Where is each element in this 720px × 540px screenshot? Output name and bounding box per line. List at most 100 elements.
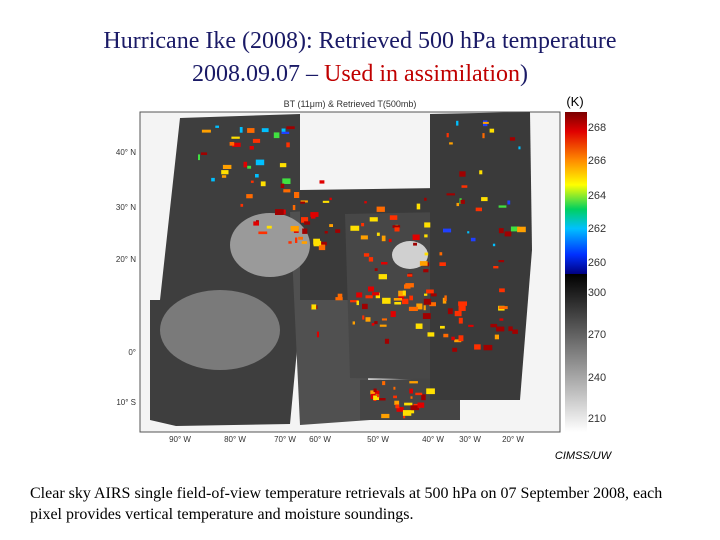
map-title: BT (11μm) & Retrieved T(500mb)	[284, 99, 417, 109]
retrieval-pixel	[253, 221, 259, 226]
retrieval-pixel	[311, 304, 317, 310]
retrieval-pixel	[398, 290, 406, 297]
retrieval-pixel	[416, 303, 423, 310]
retrieval-pixel	[368, 257, 374, 262]
retrieval-pixel	[369, 217, 378, 222]
retrieval-pixel	[498, 306, 508, 310]
retrieval-pixel	[273, 132, 280, 139]
retrieval-pixel	[468, 324, 474, 327]
colorbar-label: 240	[588, 372, 606, 384]
retrieval-pixel	[394, 227, 400, 232]
lat-label: 30° N	[116, 203, 136, 212]
retrieval-pixel	[301, 217, 309, 223]
retrieval-pixel	[310, 212, 319, 217]
retrieval-pixel	[388, 238, 392, 243]
retrieval-pixel	[376, 206, 385, 212]
retrieval-pixel	[458, 305, 466, 311]
retrieval-pixel	[382, 297, 391, 304]
retrieval-pixel	[365, 295, 373, 299]
retrieval-pixel	[407, 274, 413, 277]
lon-label: 80° W	[224, 435, 246, 444]
swath	[430, 112, 532, 400]
retrieval-pixel	[424, 234, 428, 238]
retrieval-pixel	[288, 241, 292, 244]
retrieval-pixel	[417, 402, 425, 408]
retrieval-pixel	[440, 325, 445, 329]
retrieval-pixel	[422, 313, 431, 319]
retrieval-pixel	[258, 231, 268, 235]
retrieval-pixel	[507, 200, 511, 205]
retrieval-pixel	[221, 170, 229, 175]
retrieval-pixel	[430, 293, 437, 297]
colorbar-label: 266	[588, 155, 606, 167]
retrieval-pixel	[201, 129, 211, 133]
hurricane-cloud	[230, 213, 310, 277]
colorbar-unit: (K)	[566, 94, 583, 109]
colorbar-label: 264	[588, 190, 606, 202]
retrieval-pixel	[286, 142, 290, 148]
retrieval-pixel	[370, 390, 378, 395]
retrieval-pixel	[322, 200, 330, 203]
retrieval-pixel	[498, 205, 507, 208]
retrieval-pixel	[363, 253, 370, 257]
retrieval-pixel	[423, 269, 429, 273]
title-line: 2008.09.07 – Used in assimilation)	[0, 61, 720, 88]
retrieval-pixel	[378, 274, 387, 280]
retrieval-pixel	[211, 177, 215, 182]
colorbar-gray	[565, 274, 587, 432]
retrieval-pixel	[231, 136, 240, 139]
retrieval-pixel	[389, 215, 398, 220]
lat-label: 0°	[128, 348, 136, 357]
retrieval-pixel	[255, 159, 265, 166]
retrieval-pixel	[398, 295, 404, 299]
retrieval-pixel	[356, 300, 359, 306]
retrieval-pixel	[198, 154, 200, 161]
retrieval-pixel	[427, 332, 435, 337]
retrieval-pixel	[499, 318, 504, 321]
retrieval-pixel	[295, 237, 298, 243]
retrieval-pixel	[404, 284, 411, 289]
colorbar-label: 262	[588, 223, 606, 235]
retrieval-pixel	[467, 231, 470, 234]
retrieval-pixel	[482, 133, 485, 139]
retrieval-pixel	[424, 197, 427, 201]
retrieval-pixel	[454, 310, 462, 317]
retrieval-pixel	[381, 413, 390, 419]
retrieval-pixel	[396, 407, 404, 412]
retrieval-pixel	[429, 302, 436, 307]
retrieval-pixel	[517, 226, 526, 233]
retrieval-pixel	[247, 128, 255, 133]
retrieval-pixel	[456, 120, 459, 126]
colorbar-label: 210	[588, 413, 606, 425]
retrieval-pixel	[222, 164, 232, 169]
lon-label: 20° W	[502, 435, 524, 444]
retrieval-pixel	[337, 293, 343, 298]
retrieval-pixel	[376, 232, 380, 236]
retrieval-pixel	[302, 228, 308, 234]
retrieval-pixel	[350, 225, 360, 231]
retrieval-pixel	[361, 223, 365, 227]
retrieval-pixel	[335, 229, 341, 233]
retrieval-pixel	[281, 128, 286, 133]
lon-label: 70° W	[274, 435, 296, 444]
retrieval-pixel	[423, 298, 432, 305]
retrieval-pixel	[239, 127, 243, 133]
retrieval-pixel	[304, 221, 311, 225]
retrieval-pixel	[458, 301, 467, 306]
retrieval-pixel	[499, 288, 505, 293]
retrieval-pixel	[402, 410, 412, 416]
retrieval-pixel	[300, 200, 308, 203]
retrieval-pixel	[446, 193, 455, 196]
retrieval-pixel	[481, 197, 488, 202]
retrieval-pixel	[419, 261, 428, 266]
retrieval-pixel	[247, 165, 252, 169]
retrieval-pixel	[415, 323, 423, 329]
retrieval-pixel	[250, 180, 254, 183]
retrieval-pixel	[456, 202, 460, 207]
retrieval-pixel	[409, 388, 413, 394]
retrieval-pixel	[447, 308, 453, 315]
retrieval-pixel	[379, 324, 387, 327]
retrieval-pixel	[384, 338, 390, 344]
retrieval-pixel	[426, 388, 435, 395]
